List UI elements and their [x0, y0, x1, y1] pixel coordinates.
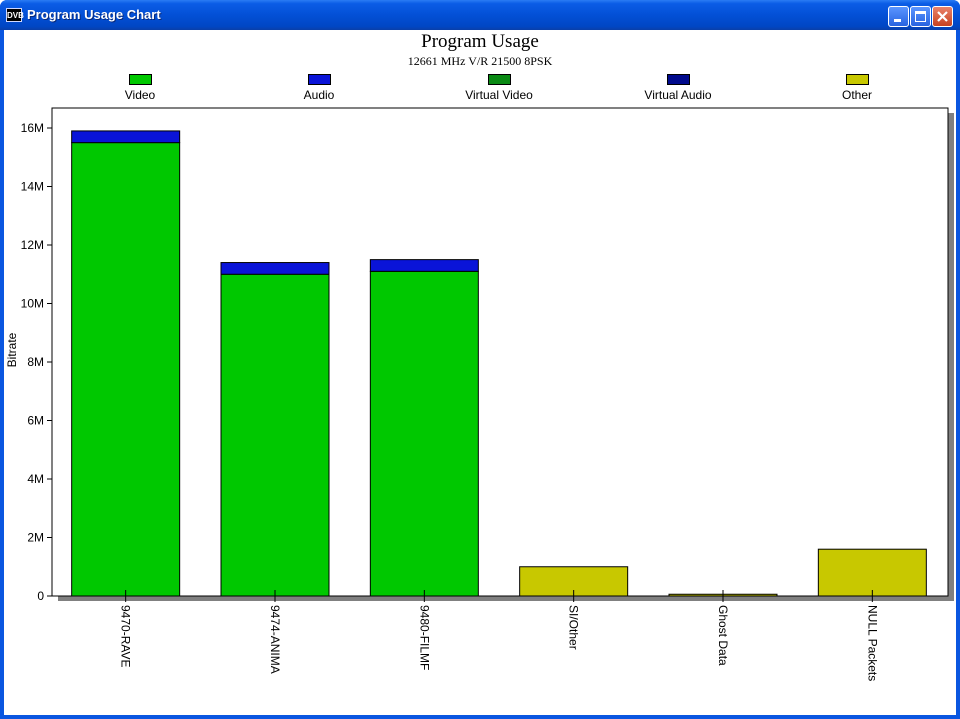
maximize-icon [915, 11, 926, 22]
legend-label: Virtual Video [465, 88, 533, 102]
y-tick-label: 14M [21, 180, 44, 194]
dvb-app-icon: DVB [6, 8, 24, 22]
bar-segment [369, 259, 479, 272]
bar-segment [220, 262, 330, 275]
bar-segment [71, 142, 181, 597]
legend-swatch [128, 74, 152, 85]
maximize-button[interactable] [910, 6, 931, 27]
legend-swatch [845, 74, 869, 85]
minimize-button[interactable] [888, 6, 909, 27]
legend-item: Virtual Audio [598, 74, 758, 102]
y-tick-label: 4M [27, 472, 44, 486]
legend-swatch [666, 74, 690, 85]
legend-label: Audio [303, 88, 335, 102]
x-tick-label: Ghost Data [716, 605, 730, 666]
bar-segment [220, 273, 330, 597]
close-icon [937, 11, 948, 22]
legend-label: Virtual Audio [644, 88, 712, 102]
close-button[interactable] [932, 6, 953, 27]
legend-label: Video [124, 88, 156, 102]
legend-item: Virtual Video [419, 74, 579, 102]
plot-frame [51, 107, 949, 597]
y-tick-label: 16M [21, 121, 44, 135]
y-tick-label: 8M [27, 355, 44, 369]
y-tick-label: 2M [27, 531, 44, 545]
bar-segment [71, 130, 181, 144]
chart-title: Program Usage [421, 31, 539, 52]
y-tick-label: 10M [21, 297, 44, 311]
legend-item: Audio [239, 74, 399, 102]
bar-segment [369, 270, 479, 597]
x-tick-label: NULL Packets [865, 605, 879, 681]
x-tick-label: 9474-ANIMA [268, 605, 282, 674]
y-tick-label: 0 [37, 589, 44, 603]
legend-item: Other [777, 74, 937, 102]
window-title: Program Usage Chart [27, 7, 161, 22]
x-tick-label: 9480-FILMF [417, 605, 431, 670]
legend-swatch [487, 74, 511, 85]
bar-segment [817, 548, 927, 597]
bar-chart: 0 2M 4M 6M 8M 10M 12M 14M 16M 9470-RAVE 9474-ANIMA… [21, 107, 954, 681]
minimize-icon [894, 19, 901, 22]
y-tick-label: 12M [21, 238, 44, 252]
legend-item: Video [60, 74, 220, 102]
legend-swatch [307, 74, 331, 85]
legend-label: Other [841, 88, 872, 102]
chart-area: Program Usage 12661 MHz V/R 21500 8PSK V… [4, 30, 956, 715]
y-tick-label: 6M [27, 414, 44, 428]
x-tick-label: 9470-RAVE [119, 605, 133, 667]
x-tick-label: SI/Other [567, 605, 581, 650]
title-bar[interactable]: DVB Program Usage Chart [0, 0, 960, 30]
chart-subtitle: 12661 MHz V/R 21500 8PSK [407, 54, 553, 68]
